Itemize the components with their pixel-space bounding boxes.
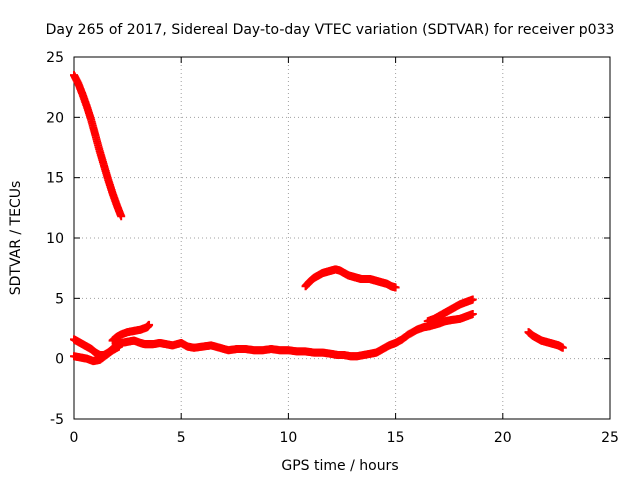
data-point: [145, 320, 154, 329]
y-axis-label: SDTVAR / TECUs: [8, 181, 24, 296]
segment-3: [70, 342, 124, 366]
chart-title: Day 265 of 2017, Sidereal Day-to-day VTE…: [46, 22, 615, 38]
data-point: [468, 310, 477, 319]
x-tick-label: 10: [279, 430, 297, 446]
x-tick-label: 25: [601, 430, 619, 446]
segment-1: [70, 71, 126, 221]
segment-4: [108, 320, 154, 345]
segment-6: [423, 295, 477, 326]
data-point: [391, 283, 400, 292]
data-point: [115, 342, 124, 351]
x-tick-labels: 0 5 10 15 20 25: [70, 430, 619, 446]
data-points: [70, 71, 567, 366]
data-point: [558, 343, 567, 352]
segment-7: [524, 328, 567, 352]
grid-lines: [74, 57, 610, 419]
x-tick-label: 5: [177, 430, 186, 446]
segment-2: [70, 310, 477, 361]
y-tick-label: 20: [46, 110, 64, 126]
y-tick-label: 15: [46, 171, 64, 187]
y-tick-label: 10: [46, 231, 64, 247]
x-tick-label: 0: [70, 430, 79, 446]
data-point: [468, 295, 477, 304]
axis-ticks: [73, 56, 611, 420]
x-tick-label: 15: [387, 430, 405, 446]
data-point: [117, 212, 126, 221]
y-tick-labels: -5 0 5 10 15 20 25: [46, 50, 64, 428]
x-axis-label: GPS time / hours: [281, 458, 398, 474]
x-tick-label: 20: [494, 430, 512, 446]
segment-5: [301, 265, 400, 292]
y-tick-label: 5: [55, 291, 64, 307]
y-tick-label: -5: [50, 412, 64, 428]
y-tick-label: 0: [55, 352, 64, 368]
y-tick-label: 25: [46, 50, 64, 66]
